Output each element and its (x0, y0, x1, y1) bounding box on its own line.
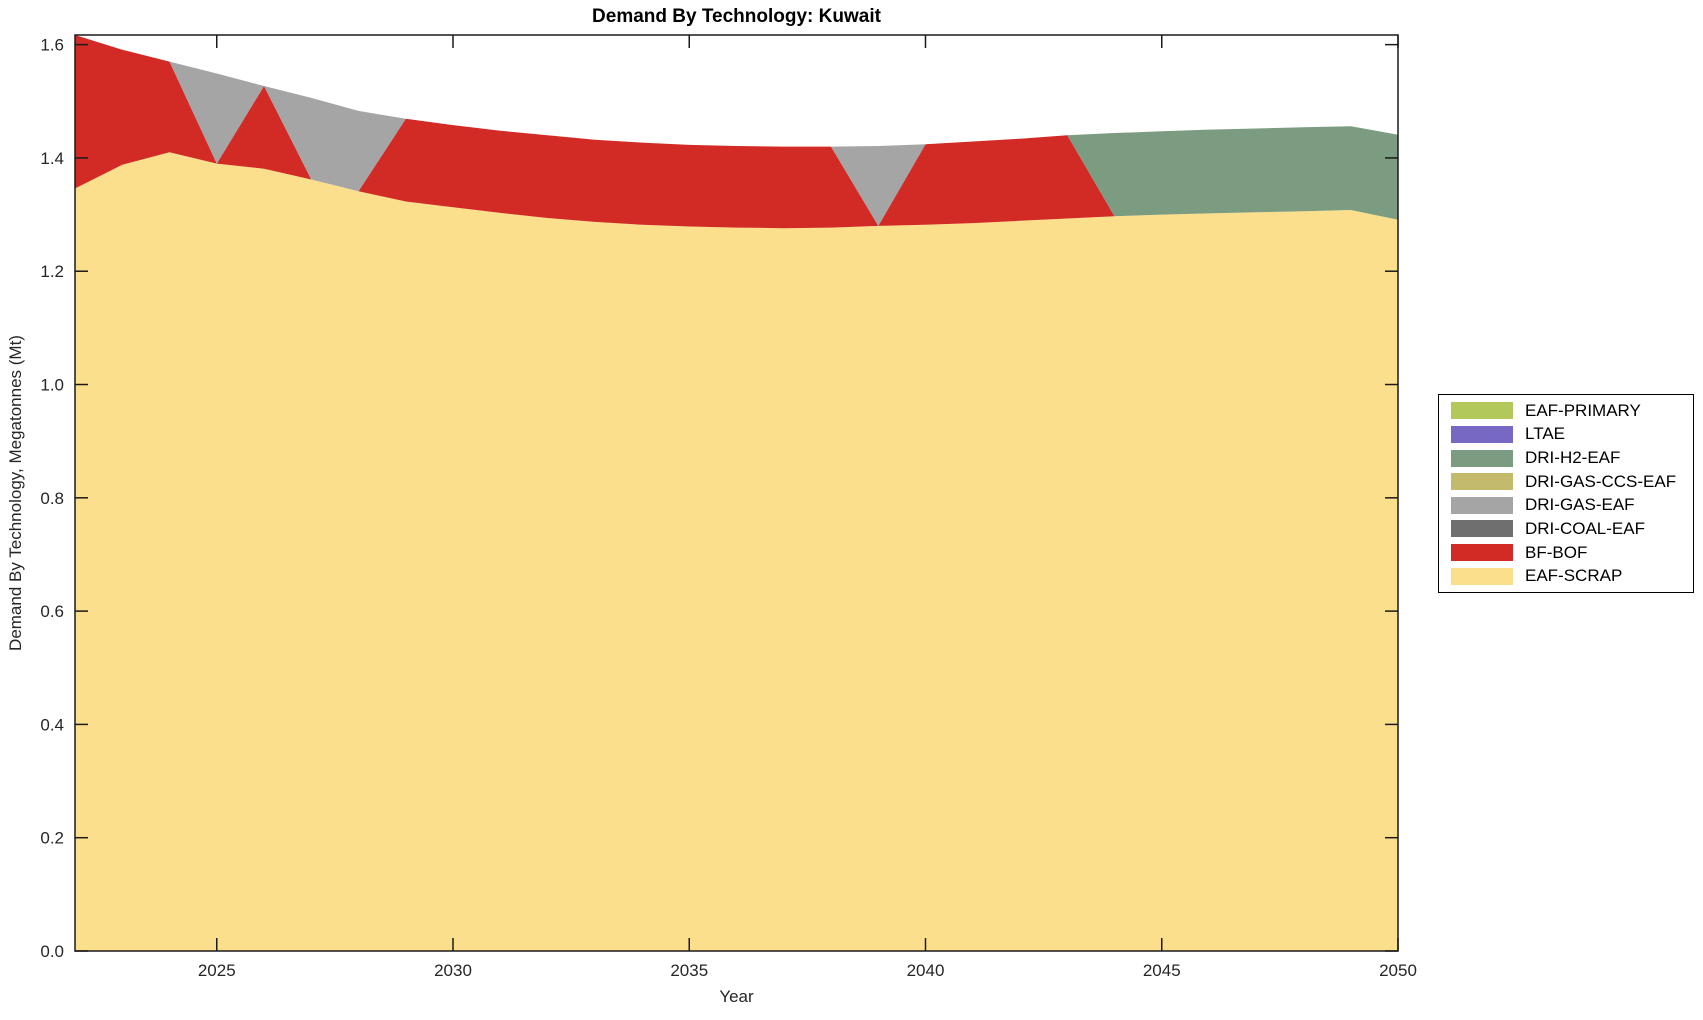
legend-label: EAF-SCRAP (1525, 566, 1623, 586)
legend-swatch-eaf-scrap (1451, 567, 1513, 585)
legend-label: BF-BOF (1525, 542, 1588, 562)
y-axis-label: Demand By Technology, Megatonnes (Mt) (6, 335, 25, 651)
legend-swatch-bf-bof (1451, 544, 1513, 562)
y-tick-label: 0.0 (40, 942, 64, 961)
x-tick-label: 2035 (670, 961, 708, 980)
legend-item-bf-bof: BF-BOF (1439, 541, 1693, 565)
legend-swatch-eaf-primary (1451, 402, 1513, 420)
y-tick-label: 1.4 (40, 149, 64, 168)
legend-item-dri-gas-ccs-eaf: DRI-GAS-CCS-EAF (1439, 470, 1693, 494)
legend-item-dri-coal-eaf: DRI-COAL-EAF (1439, 517, 1693, 541)
chart-title: Demand By Technology: Kuwait (592, 6, 881, 27)
legend-label: DRI-GAS-CCS-EAF (1525, 471, 1677, 491)
area-dri-gas-eaf (75, 35, 1398, 226)
y-tick-label: 1.6 (40, 36, 64, 55)
x-tick-label: 2045 (1143, 961, 1181, 980)
y-tick-label: 0.8 (40, 489, 64, 508)
legend-item-eaf-scrap: EAF-SCRAP (1439, 564, 1693, 588)
legend-label: DRI-H2-EAF (1525, 448, 1621, 468)
y-tick-label: 0.6 (40, 602, 64, 621)
y-tick-label: 1.2 (40, 262, 64, 281)
y-tick-label: 0.4 (40, 715, 64, 734)
x-tick-label: 2040 (907, 961, 945, 980)
legend-label: DRI-COAL-EAF (1525, 518, 1645, 538)
legend-swatch-dri-coal-eaf (1451, 520, 1513, 538)
area-bf-bof (75, 35, 1398, 229)
x-axis-label: Year (719, 987, 754, 1006)
y-tick-label: 1.0 (40, 376, 64, 395)
legend-label: LTAE (1525, 424, 1565, 444)
legend-item-dri-h2-eaf: DRI-H2-EAF (1439, 446, 1693, 470)
area-eaf-scrap (75, 152, 1398, 952)
legend: EAF-PRIMARY LTAE DRI-H2-EAF DRI-GAS-CCS-EAF… (1438, 394, 1694, 593)
legend-item-ltae: LTAE (1439, 423, 1693, 447)
legend-item-dri-gas-eaf: DRI-GAS-EAF (1439, 494, 1693, 518)
legend-swatch-dri-h2-eaf (1451, 449, 1513, 467)
x-tick-label: 2030 (434, 961, 472, 980)
legend-swatch-ltae (1451, 425, 1513, 443)
legend-item-eaf-primary: EAF-PRIMARY (1439, 399, 1693, 423)
legend-label: EAF-PRIMARY (1525, 400, 1641, 420)
legend-label: DRI-GAS-EAF (1525, 495, 1635, 515)
y-tick-label: 0.2 (40, 829, 64, 848)
area-dri-h2-eaf (75, 35, 1398, 220)
x-tick-label: 2050 (1379, 961, 1417, 980)
x-tick-label: 2025 (198, 961, 236, 980)
axes-box (74, 34, 1399, 952)
legend-swatch-dri-gas-eaf (1451, 496, 1513, 514)
legend-swatch-dri-gas-ccs-eaf (1451, 473, 1513, 491)
